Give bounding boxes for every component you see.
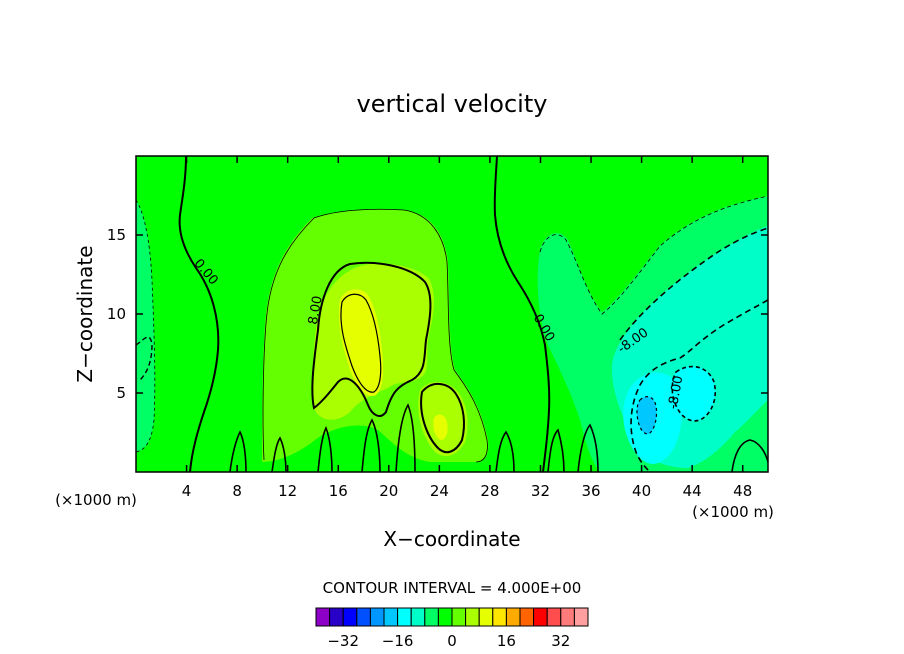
left-downdraft-region (136, 200, 155, 452)
contour-lines (135, 155, 769, 473)
colorbar-swatch (533, 607, 548, 627)
x-tick-label: 20 (379, 482, 398, 500)
colorbar-swatch (397, 607, 412, 627)
x-tick-label: 28 (480, 482, 499, 500)
colorbar-swatch (560, 607, 575, 627)
y-tick-label: 15 (107, 226, 126, 244)
colorbar-tick-label: 32 (551, 632, 570, 650)
colorbar-tick-label: 16 (497, 632, 516, 650)
colorbar-swatch (437, 607, 453, 627)
x-axis-label: X−coordinate (383, 527, 520, 551)
colorbar-swatch (451, 607, 467, 627)
colorbar-swatch (329, 607, 344, 627)
x-tick-label: 8 (232, 482, 242, 500)
colorbar-tick-label: −16 (382, 632, 414, 650)
colorbar-swatch (492, 607, 507, 627)
zero-contour-left (178, 155, 220, 473)
x-tick-label: 32 (531, 482, 550, 500)
colorbar-swatch (342, 607, 358, 627)
x-tick-label: 48 (733, 482, 752, 500)
colorbar-swatch (465, 607, 480, 627)
contour-label: 8.00 (306, 295, 326, 326)
colorbar-swatch (315, 607, 331, 627)
y-axis-label: Z−coordinate (73, 245, 97, 382)
y-axis: 5 10 15 (107, 226, 768, 402)
chart-title: vertical velocity (357, 90, 548, 118)
colorbar-swatch (478, 607, 494, 627)
x-tick-label: 44 (683, 482, 702, 500)
colorbar-swatch (505, 607, 521, 627)
surface-wiggles (229, 403, 769, 473)
x-tick-label: 24 (430, 482, 449, 500)
twelve-contour-core (340, 293, 382, 393)
colorbar-swatch (519, 607, 535, 627)
updraft-secondary-core (433, 414, 448, 440)
neg-twelve-contour (671, 365, 716, 422)
neg-four-contour-left (135, 199, 156, 453)
y-tick-label: 10 (107, 305, 126, 323)
neg-sixteen-contour (636, 396, 658, 435)
colorbar-swatch (356, 607, 371, 627)
colorbar-swatch (369, 607, 385, 627)
x-tick-label: 36 (581, 482, 600, 500)
eight-contour-updraft (311, 261, 432, 417)
plot-area: 0.008.000.00 -8.00-8.00 (135, 155, 769, 473)
x-tick-label: 40 (632, 482, 651, 500)
x-unit-label-left: (×1000 m) (55, 491, 137, 509)
contour-interval-label: CONTOUR INTERVAL = 4.000E+00 (323, 579, 582, 597)
downdraft-deep-core (637, 396, 657, 434)
x-tick-label: 16 (329, 482, 348, 500)
x-tick-label: 4 (182, 482, 192, 500)
colorbar-tick-label: 0 (447, 632, 457, 650)
y-tick-label: 5 (116, 384, 126, 402)
colorbar-swatch (383, 607, 399, 627)
colorbar-tick-label: −32 (327, 632, 359, 650)
colorbar-swatch (410, 607, 426, 627)
colorbar-ticks: −32 −16 0 16 32 (327, 632, 570, 650)
downdraft-core-region-2 (672, 366, 716, 421)
colorbar-swatch (546, 607, 562, 627)
x-unit-label-right: (×1000 m) (692, 503, 774, 521)
four-contour-updraft (262, 208, 488, 463)
neg-eight-contour (619, 227, 769, 473)
eight-contour-secondary (420, 383, 465, 454)
x-tick-label: 12 (278, 482, 297, 500)
colorbar (315, 607, 589, 627)
contour-label: -8.00 (666, 375, 687, 411)
x-axis: 4 8 12 16 20 24 28 32 36 40 44 48 (182, 156, 752, 500)
colorbar-swatch (424, 607, 439, 627)
neg-contour-left (135, 336, 153, 381)
zero-contour-right (493, 155, 551, 473)
colorbar-swatch (573, 607, 589, 627)
